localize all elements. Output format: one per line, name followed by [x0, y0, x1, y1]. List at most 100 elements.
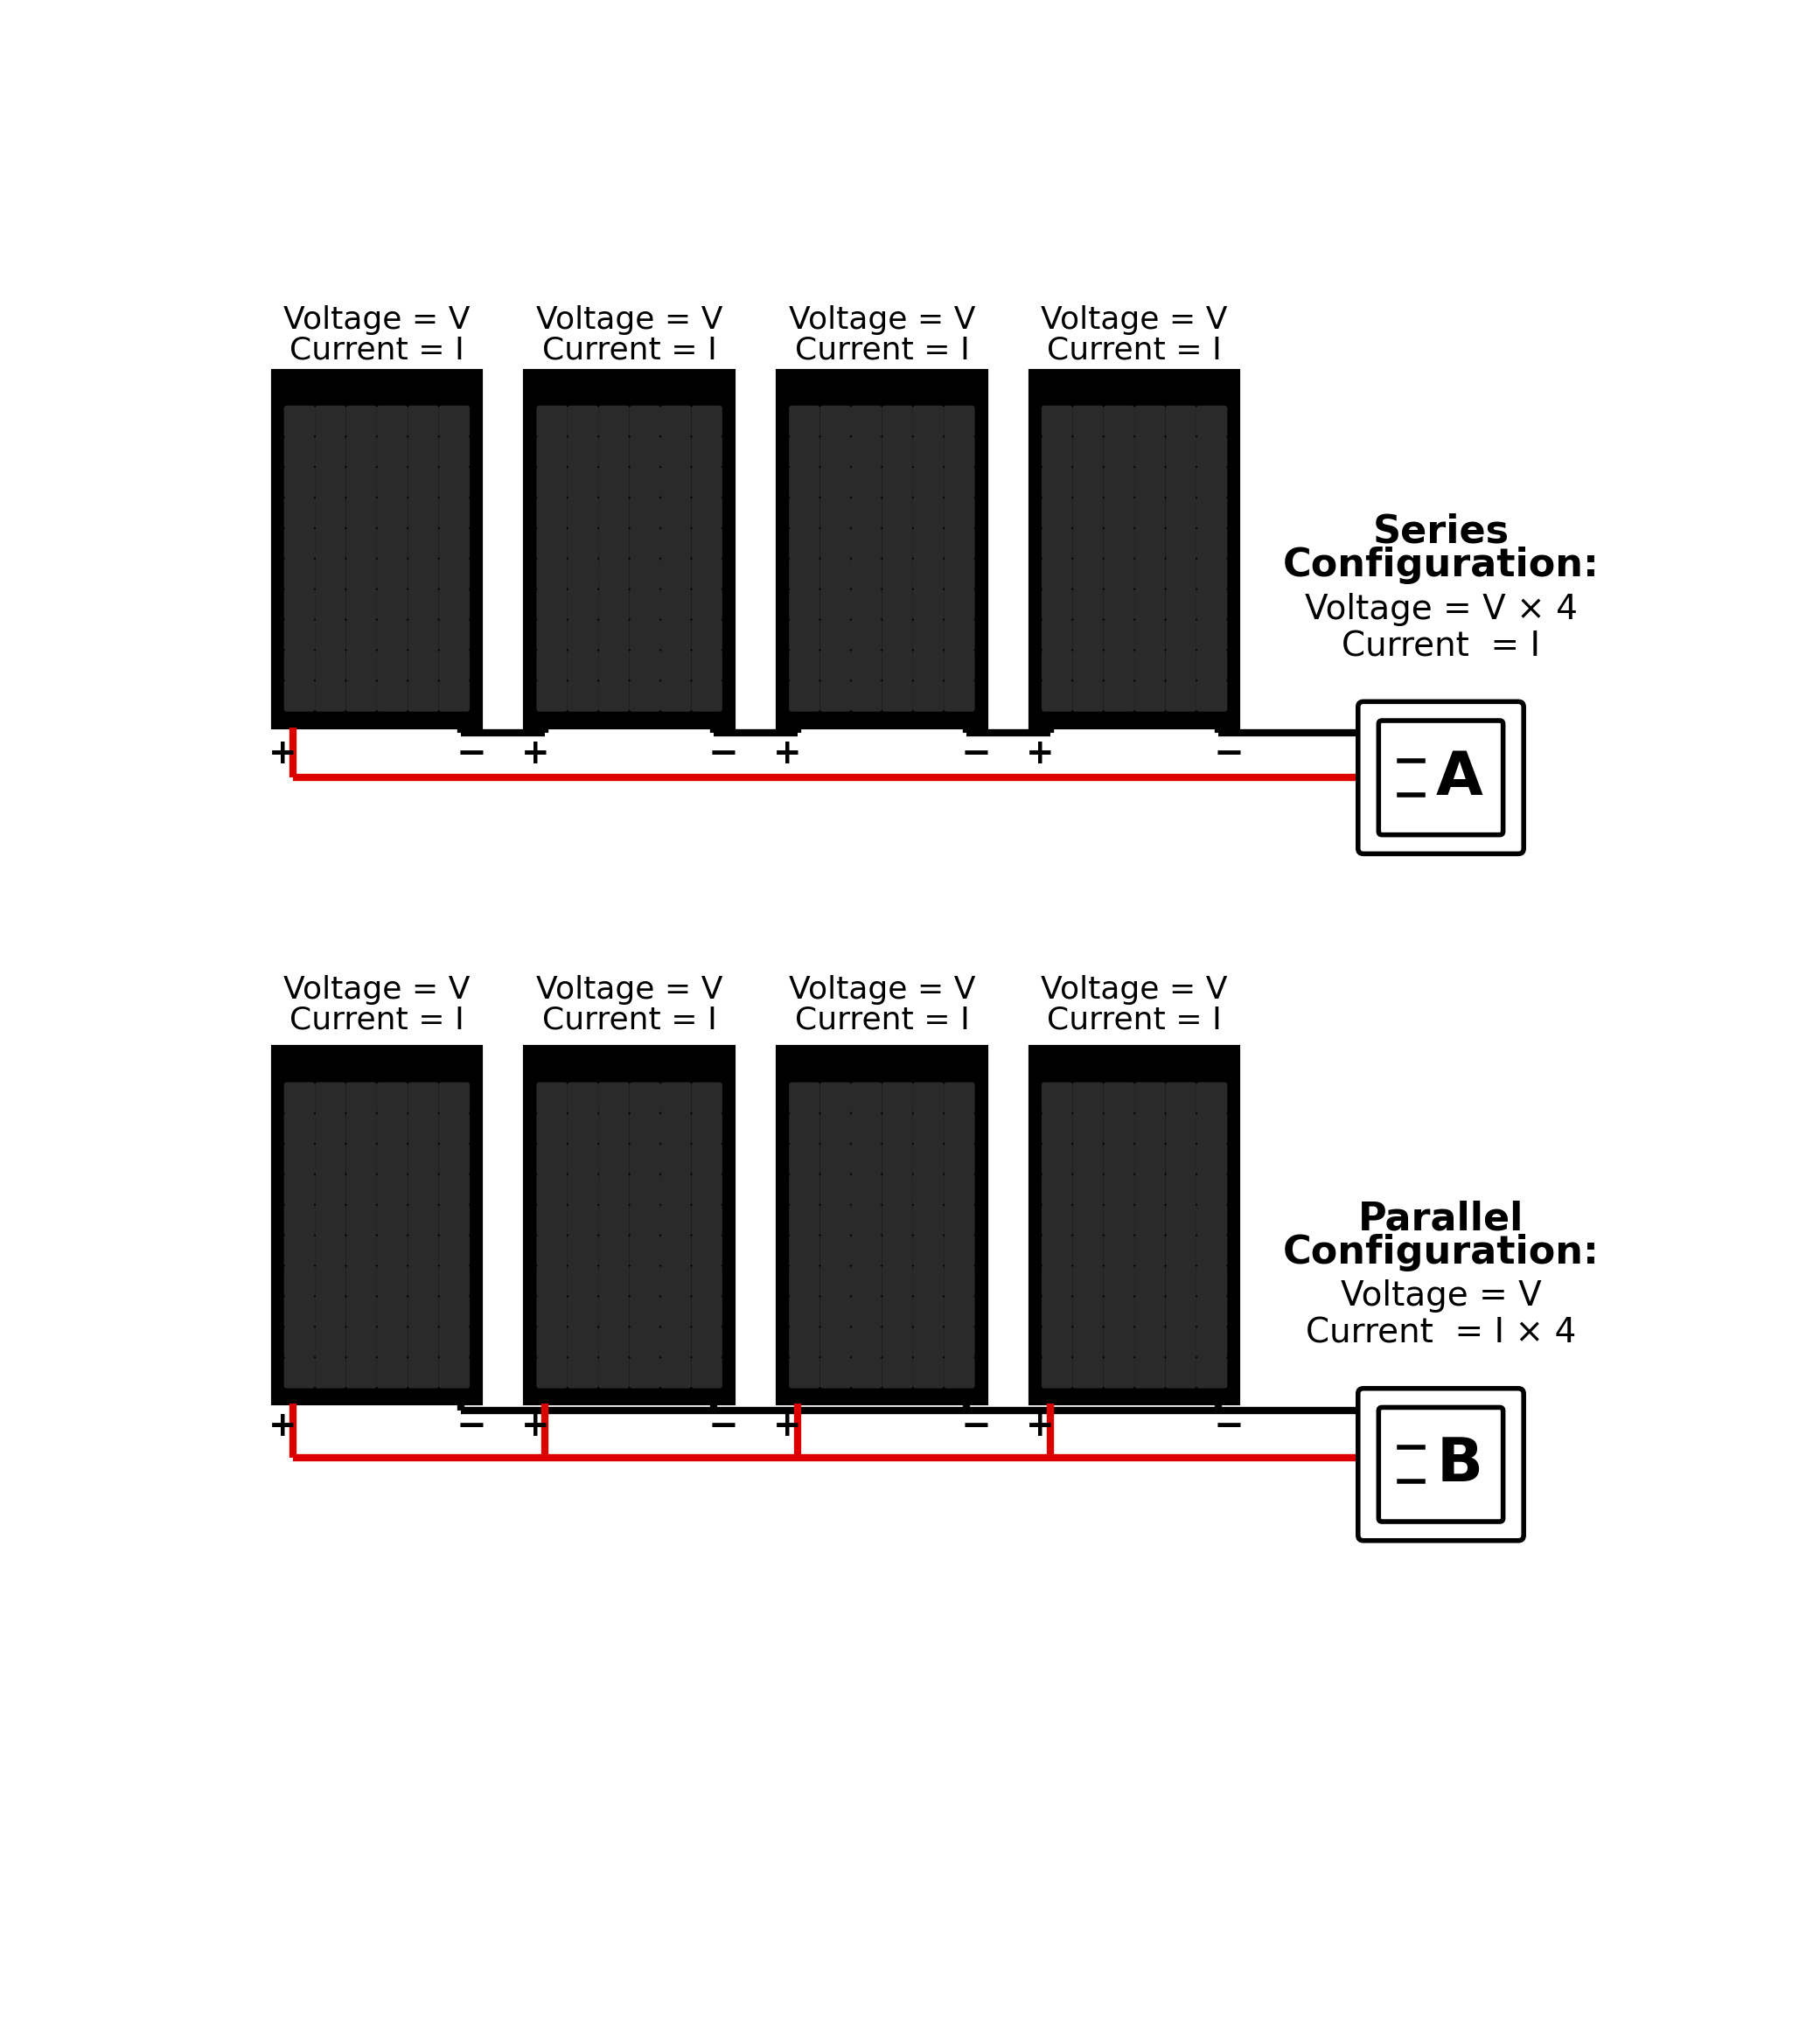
FancyBboxPatch shape — [630, 1295, 661, 1327]
FancyBboxPatch shape — [790, 497, 821, 529]
Text: +: + — [774, 737, 803, 772]
FancyBboxPatch shape — [883, 558, 914, 590]
FancyBboxPatch shape — [790, 1113, 821, 1143]
FancyBboxPatch shape — [599, 588, 630, 620]
FancyBboxPatch shape — [914, 436, 945, 467]
FancyBboxPatch shape — [661, 1083, 692, 1113]
FancyBboxPatch shape — [408, 681, 439, 711]
Text: Voltage = V: Voltage = V — [537, 305, 723, 335]
Text: Current = I: Current = I — [1046, 1006, 1221, 1034]
FancyBboxPatch shape — [377, 1327, 408, 1357]
FancyBboxPatch shape — [1165, 1174, 1196, 1206]
FancyBboxPatch shape — [599, 681, 630, 711]
FancyBboxPatch shape — [1041, 1113, 1072, 1143]
FancyBboxPatch shape — [1165, 1357, 1196, 1388]
Bar — [273, 1046, 480, 1404]
FancyBboxPatch shape — [1072, 1327, 1103, 1357]
FancyBboxPatch shape — [315, 1174, 346, 1206]
FancyBboxPatch shape — [377, 497, 408, 529]
FancyBboxPatch shape — [439, 618, 470, 650]
FancyBboxPatch shape — [1134, 1204, 1165, 1236]
Text: Voltage = V × 4: Voltage = V × 4 — [1305, 592, 1578, 626]
FancyBboxPatch shape — [945, 1174, 976, 1206]
FancyBboxPatch shape — [821, 406, 852, 436]
FancyBboxPatch shape — [439, 1143, 470, 1176]
FancyBboxPatch shape — [883, 588, 914, 620]
FancyBboxPatch shape — [599, 1204, 630, 1236]
FancyBboxPatch shape — [599, 1327, 630, 1357]
FancyBboxPatch shape — [1165, 1327, 1196, 1357]
FancyBboxPatch shape — [1165, 467, 1196, 499]
FancyBboxPatch shape — [790, 1174, 821, 1206]
Text: −: − — [961, 1408, 992, 1444]
Text: −: − — [708, 735, 739, 772]
FancyBboxPatch shape — [945, 1265, 976, 1297]
FancyBboxPatch shape — [1196, 618, 1227, 650]
FancyBboxPatch shape — [1196, 1265, 1227, 1297]
Text: −: − — [1214, 1408, 1245, 1444]
FancyBboxPatch shape — [408, 650, 439, 681]
FancyBboxPatch shape — [1196, 1083, 1227, 1113]
FancyBboxPatch shape — [1165, 497, 1196, 529]
FancyBboxPatch shape — [439, 1083, 470, 1113]
FancyBboxPatch shape — [1041, 650, 1072, 681]
FancyBboxPatch shape — [599, 558, 630, 590]
FancyBboxPatch shape — [568, 1265, 599, 1297]
FancyBboxPatch shape — [439, 1204, 470, 1236]
FancyBboxPatch shape — [883, 1327, 914, 1357]
FancyBboxPatch shape — [661, 1327, 692, 1357]
FancyBboxPatch shape — [284, 497, 315, 529]
FancyBboxPatch shape — [1072, 1113, 1103, 1143]
FancyBboxPatch shape — [821, 1204, 852, 1236]
FancyBboxPatch shape — [408, 1204, 439, 1236]
FancyBboxPatch shape — [568, 1327, 599, 1357]
FancyBboxPatch shape — [1072, 497, 1103, 529]
FancyBboxPatch shape — [439, 681, 470, 711]
Bar — [273, 370, 480, 727]
FancyBboxPatch shape — [599, 1234, 630, 1267]
FancyBboxPatch shape — [1165, 1204, 1196, 1236]
FancyBboxPatch shape — [1072, 618, 1103, 650]
FancyBboxPatch shape — [790, 406, 821, 436]
FancyBboxPatch shape — [914, 1204, 945, 1236]
FancyBboxPatch shape — [439, 1295, 470, 1327]
FancyBboxPatch shape — [692, 1265, 723, 1297]
FancyBboxPatch shape — [852, 1113, 883, 1143]
FancyBboxPatch shape — [1196, 1234, 1227, 1267]
FancyBboxPatch shape — [537, 681, 568, 711]
FancyBboxPatch shape — [537, 558, 568, 590]
FancyBboxPatch shape — [568, 1113, 599, 1143]
FancyBboxPatch shape — [346, 558, 377, 590]
FancyBboxPatch shape — [537, 436, 568, 467]
FancyBboxPatch shape — [852, 1265, 883, 1297]
FancyBboxPatch shape — [945, 497, 976, 529]
FancyBboxPatch shape — [315, 1357, 346, 1388]
FancyBboxPatch shape — [821, 681, 852, 711]
FancyBboxPatch shape — [537, 588, 568, 620]
FancyBboxPatch shape — [346, 1357, 377, 1388]
FancyBboxPatch shape — [1196, 558, 1227, 590]
FancyBboxPatch shape — [1103, 618, 1134, 650]
FancyBboxPatch shape — [821, 1234, 852, 1267]
FancyBboxPatch shape — [692, 467, 723, 499]
FancyBboxPatch shape — [537, 618, 568, 650]
FancyBboxPatch shape — [883, 1083, 914, 1113]
Bar — [777, 370, 986, 390]
FancyBboxPatch shape — [661, 1295, 692, 1327]
FancyBboxPatch shape — [852, 497, 883, 529]
FancyBboxPatch shape — [1103, 406, 1134, 436]
FancyBboxPatch shape — [1196, 406, 1227, 436]
FancyBboxPatch shape — [284, 1113, 315, 1143]
FancyBboxPatch shape — [315, 436, 346, 467]
FancyBboxPatch shape — [790, 527, 821, 560]
FancyBboxPatch shape — [346, 436, 377, 467]
FancyBboxPatch shape — [1196, 527, 1227, 560]
FancyBboxPatch shape — [821, 1143, 852, 1176]
FancyBboxPatch shape — [1378, 721, 1503, 834]
FancyBboxPatch shape — [1196, 1174, 1227, 1206]
FancyBboxPatch shape — [377, 1234, 408, 1267]
FancyBboxPatch shape — [346, 1204, 377, 1236]
FancyBboxPatch shape — [883, 650, 914, 681]
FancyBboxPatch shape — [883, 406, 914, 436]
FancyBboxPatch shape — [661, 527, 692, 560]
